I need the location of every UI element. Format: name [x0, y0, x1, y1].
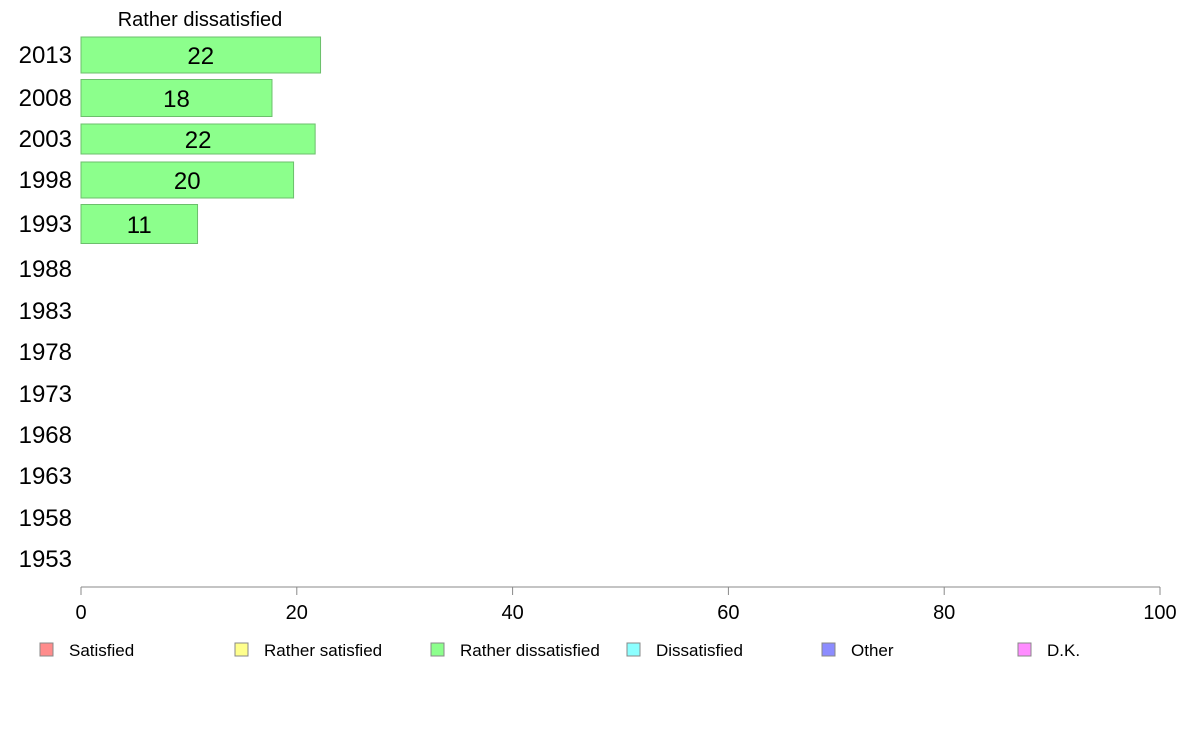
category-label-1963: 1963	[19, 463, 72, 490]
bar-1998	[80, 161, 295, 199]
x-tick-label-100: 100	[1143, 602, 1176, 624]
bar-1993	[80, 204, 199, 244]
category-label-1973: 1973	[19, 381, 72, 408]
bar-label-2013: 22	[187, 43, 214, 70]
chart-title: Rather dissatisfied	[118, 9, 283, 31]
category-label-1998: 1998	[19, 167, 72, 194]
bar-2008	[80, 79, 273, 117]
bar-label-2003: 22	[185, 127, 212, 154]
category-label-1968: 1968	[19, 422, 72, 449]
x-tick-label-80: 80	[933, 602, 955, 624]
category-label-1988: 1988	[19, 256, 72, 283]
x-tick-label-20: 20	[286, 602, 308, 624]
category-label-1983: 1983	[19, 298, 72, 325]
bar-2003	[80, 123, 316, 155]
legend-label-rather-satisfied: Rather satisfied	[264, 641, 382, 660]
x-axis: 0 20 40 60 80 100	[75, 586, 1177, 624]
category-label-1953: 1953	[19, 546, 72, 573]
x-tick-label-60: 60	[717, 602, 739, 624]
category-label-2003: 2003	[19, 126, 72, 153]
legend-swatch-rather-dissatisfied	[430, 642, 445, 657]
legend-label-rather-dissatisfied: Rather dissatisfied	[460, 641, 600, 660]
legend-label-dissatisfied: Dissatisfied	[656, 641, 743, 660]
legend-swatch-rather-satisfied	[234, 642, 249, 657]
category-label-2013: 2013	[19, 42, 72, 69]
bar-label-2008: 18	[163, 86, 190, 113]
category-label-1958: 1958	[19, 505, 72, 532]
legend-swatch-satisfied	[39, 642, 54, 657]
legend-swatch-d-k	[1017, 642, 1032, 657]
bar-label-1998: 20	[174, 168, 201, 195]
legend-label-other: Other	[851, 641, 894, 660]
category-label-1978: 1978	[19, 339, 72, 366]
category-labels: 2013 2008 2003 1998 1993 1988 1983 1978 1973 1968…	[19, 42, 72, 573]
legend-label-d-k: D.K.	[1047, 641, 1080, 660]
category-label-1993: 1993	[19, 211, 72, 238]
legend-label-satisfied: Satisfied	[69, 641, 134, 660]
x-tick-label-40: 40	[501, 602, 523, 624]
bar-label-1993: 11	[127, 212, 152, 239]
x-tick-label-0: 0	[75, 602, 86, 624]
category-label-2008: 2008	[19, 85, 72, 112]
legend-swatch-dissatisfied	[626, 642, 641, 657]
bar-2013	[80, 36, 322, 74]
legend-swatch-other	[821, 642, 836, 657]
legend: Satisfied Rather satisfied Rather dissatis…	[39, 641, 1080, 660]
bars-group: 22 18 22 20 11	[80, 36, 322, 244]
